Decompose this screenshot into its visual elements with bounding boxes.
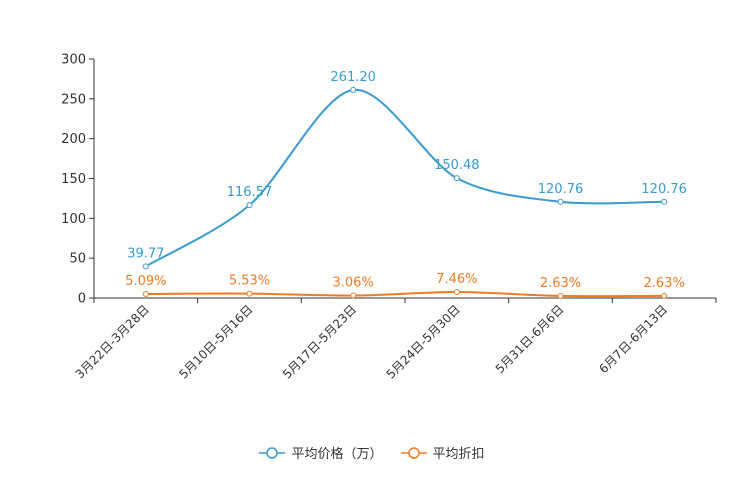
- data-point[interactable]: [557, 198, 564, 205]
- y-tick-label: 200: [61, 132, 86, 147]
- data-label: 261.20: [330, 70, 376, 85]
- legend-swatch-price: [259, 446, 286, 459]
- x-tick-label: 3月22日-3月28日: [73, 302, 152, 381]
- y-tick-label: 150: [61, 172, 86, 187]
- line-chart: 0 50 100 150 200 250 300 3月22日-3月28日 5月10日-5月16日…: [61, 53, 717, 382]
- data-point[interactable]: [557, 292, 564, 299]
- data-label: 150.48: [434, 158, 480, 173]
- y-tick-label: 100: [61, 212, 86, 227]
- legend-item-discount[interactable]: 平均折扣: [400, 443, 485, 462]
- data-point[interactable]: [142, 263, 149, 270]
- legend-swatch-discount: [400, 446, 427, 459]
- data-point[interactable]: [142, 290, 149, 297]
- legend-label-price: 平均价格（万）: [291, 447, 383, 462]
- data-label: 120.76: [538, 182, 584, 197]
- data-point[interactable]: [350, 86, 357, 93]
- legend-item-price[interactable]: 平均价格（万）: [259, 443, 383, 462]
- x-tick-label: 5月31日-6月6日: [493, 302, 567, 376]
- x-tick-label: 6月7日-6月13日: [596, 302, 670, 376]
- y-tick-label: 0: [78, 292, 86, 307]
- series-line-0: [145, 88, 665, 268]
- data-label: 7.46%: [436, 272, 477, 287]
- series-line-1: [145, 291, 665, 298]
- data-point[interactable]: [661, 292, 668, 299]
- x-tick-label: 5月17日-5月23日: [280, 302, 359, 381]
- data-label: 120.76: [641, 182, 687, 197]
- y-tick-label: 250: [61, 92, 86, 107]
- x-tick-label: 5月24日-5月30日: [384, 302, 463, 381]
- data-label: 2.63%: [644, 276, 685, 291]
- data-point[interactable]: [661, 198, 668, 205]
- data-point[interactable]: [246, 202, 253, 209]
- data-point[interactable]: [246, 290, 253, 297]
- y-tick-label: 300: [61, 53, 86, 68]
- legend: 平均价格（万） 平均折扣: [0, 443, 744, 462]
- data-point[interactable]: [453, 289, 460, 296]
- data-label: 5.53%: [229, 274, 270, 289]
- legend-label-discount: 平均折扣: [432, 447, 485, 462]
- data-point[interactable]: [453, 175, 460, 182]
- data-label: 116.57: [227, 185, 273, 200]
- x-tick-label: 5月10日-5月16日: [176, 302, 255, 381]
- data-point[interactable]: [350, 292, 357, 299]
- data-label: 2.63%: [540, 276, 581, 291]
- y-tick-label: 50: [69, 252, 86, 267]
- data-label: 39.77: [127, 246, 164, 261]
- data-label: 3.06%: [333, 276, 374, 291]
- data-label: 5.09%: [125, 274, 166, 289]
